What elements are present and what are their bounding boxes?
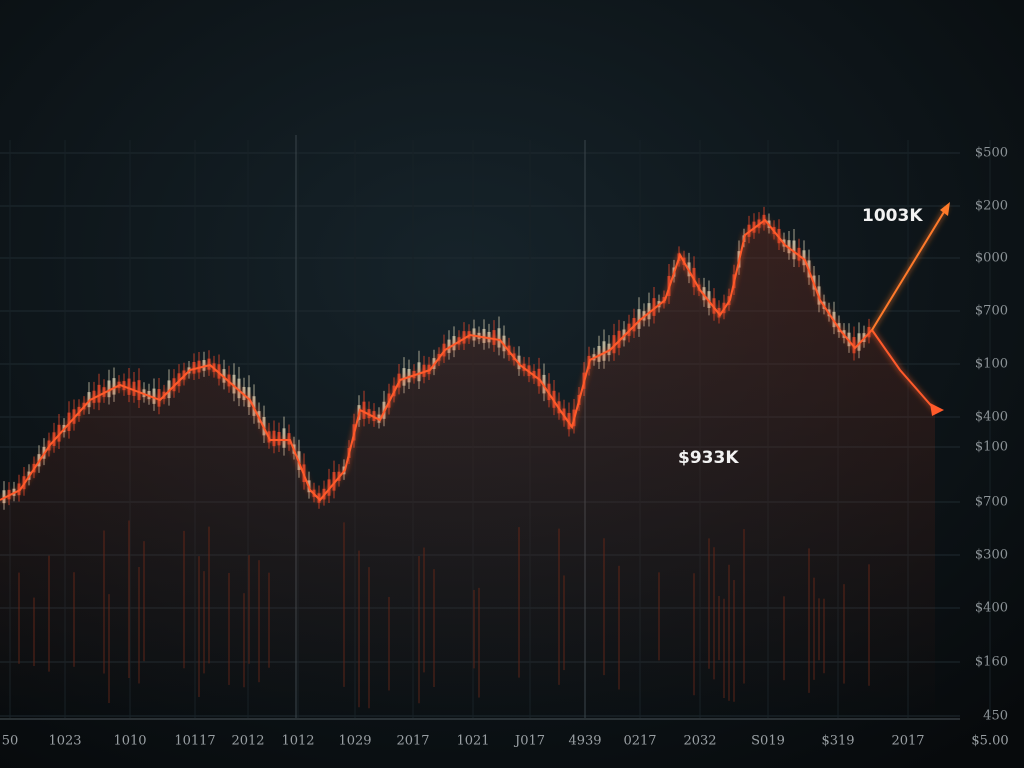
- candle-body: [652, 298, 656, 316]
- candle-body: [17, 483, 21, 496]
- candle-body: [137, 380, 141, 401]
- x-tick-label: 1010: [113, 734, 146, 749]
- candle-body: [537, 368, 541, 387]
- y-tick-label: $500: [975, 146, 1008, 161]
- axis-labels: $500 $200 $000 $700 $100 $400 $100 $700 $300 $400…: [2, 146, 1009, 749]
- candle-body: [112, 378, 116, 395]
- y-tick-label: $000: [975, 251, 1008, 266]
- candle-body: [602, 341, 606, 361]
- candle-body: [97, 384, 101, 403]
- candle-body: [417, 362, 421, 382]
- x-tick-label: 2017: [396, 734, 429, 749]
- candle-body: [792, 240, 796, 260]
- x-tick-label: 1021: [456, 734, 489, 749]
- y-tick-label: 450: [983, 709, 1008, 724]
- x-tick-label: 10117: [174, 734, 215, 749]
- x-tick-label: 1029: [338, 734, 371, 749]
- candle-body: [202, 360, 206, 371]
- candle-body: [157, 389, 161, 407]
- candle-body: [192, 362, 196, 374]
- annotation: 1003K: [862, 206, 923, 226]
- candle-body: [492, 330, 496, 345]
- x-tick-label: 0217: [623, 734, 656, 749]
- y-tick-label: $100: [975, 440, 1008, 455]
- candle-body: [92, 390, 96, 403]
- candle-body: [497, 328, 501, 348]
- candle-body: [132, 381, 136, 396]
- candle-body: [422, 364, 426, 377]
- annotation: $933K: [678, 448, 739, 468]
- candle-body: [287, 433, 291, 445]
- y-tick-label: $300: [975, 548, 1008, 563]
- x-tick-label: 2017: [891, 734, 924, 749]
- x-tick-label: S019: [751, 734, 785, 749]
- candle-body: [237, 378, 241, 399]
- candle-body: [402, 368, 406, 386]
- candle-body: [167, 380, 171, 399]
- candle-body: [197, 360, 201, 373]
- candle-body: [612, 335, 616, 354]
- candle-body: [332, 472, 336, 491]
- candle-body: [482, 328, 486, 343]
- candle-body: [282, 428, 286, 448]
- y-tick-label: $700: [975, 304, 1008, 319]
- candle-body: [232, 374, 236, 394]
- arrow-up: [871, 206, 948, 331]
- candle-body: [542, 374, 546, 394]
- candle-body: [462, 331, 466, 344]
- x-tick-label: 1012: [281, 734, 314, 749]
- candle-body: [87, 392, 91, 408]
- x-tick-label: 2032: [683, 734, 716, 749]
- y-tick-label: $400: [975, 410, 1008, 425]
- y-tick-label: $160: [975, 655, 1008, 670]
- candle-body: [272, 430, 276, 447]
- candle-body: [647, 303, 651, 320]
- x-tick-label: 1023: [48, 734, 81, 749]
- candle-body: [857, 333, 861, 351]
- arrow-head: [930, 403, 944, 416]
- y-tick-label: $100: [975, 357, 1008, 372]
- price-area: [0, 220, 935, 718]
- candle-body: [472, 328, 476, 341]
- candle-body: [407, 368, 411, 383]
- candle-body: [637, 309, 641, 329]
- x-tick-label: 4939: [568, 734, 601, 749]
- candle-body: [452, 336, 456, 351]
- arrow-head: [940, 202, 950, 216]
- candle-body: [152, 388, 156, 404]
- price-line: [0, 218, 936, 502]
- x-tick-label: J017: [513, 734, 545, 749]
- x-tick-label: 2012: [231, 734, 264, 749]
- x-tick-label: 50: [2, 734, 19, 749]
- candle-body: [597, 346, 601, 362]
- candle-body: [802, 250, 806, 266]
- candle-body: [787, 240, 791, 254]
- candle-body: [57, 424, 61, 442]
- candle-body: [797, 247, 801, 261]
- candle-body: [487, 331, 491, 343]
- candle-body: [327, 479, 331, 496]
- candle-body: [107, 380, 111, 398]
- candle-body: [2, 490, 6, 504]
- candle-body: [127, 378, 131, 395]
- candle-body: [222, 369, 226, 383]
- candle-body: [207, 358, 211, 370]
- y-tick-label: $400: [975, 601, 1008, 616]
- x-tick-label: $5.00: [971, 734, 1008, 749]
- candle-body: [67, 412, 71, 431]
- candle-body: [217, 364, 221, 379]
- candle-body: [447, 339, 451, 353]
- candle-body: [277, 431, 281, 446]
- candle-body: [247, 387, 251, 408]
- y-tick-label: $200: [975, 199, 1008, 214]
- x-tick-label: $319: [821, 734, 854, 749]
- candle-body: [707, 291, 711, 308]
- y-tick-label: $700: [975, 495, 1008, 510]
- candle-body: [607, 343, 611, 356]
- candle-body: [852, 337, 856, 354]
- candle-body: [617, 330, 621, 348]
